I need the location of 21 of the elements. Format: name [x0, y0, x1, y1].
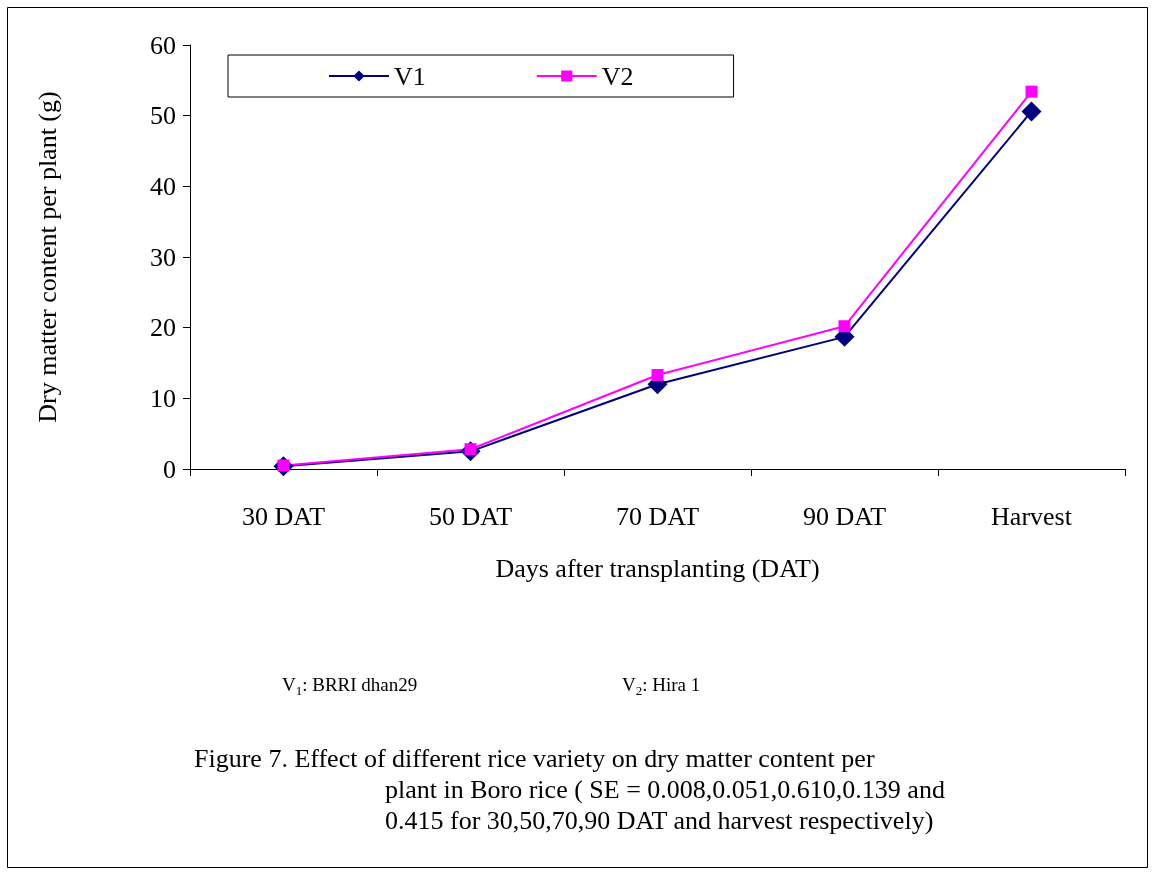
- y-tick-label: 30: [150, 242, 176, 272]
- y-tick-label: 50: [150, 101, 176, 131]
- legend-label: V1: [394, 61, 426, 91]
- y-tick-label: 20: [150, 313, 176, 343]
- legend-label: V2: [601, 61, 634, 91]
- y-tick-label: 10: [150, 383, 176, 413]
- point: [651, 369, 664, 382]
- y-tick-label: 0: [163, 454, 176, 484]
- point: [838, 320, 851, 333]
- x-tick-label: 70 DAT: [615, 501, 700, 531]
- x-tick-label: Harvest: [991, 501, 1073, 531]
- x-tick-label: 90 DAT: [802, 501, 887, 531]
- point: [1025, 85, 1038, 98]
- x-tick-label: 30 DAT: [241, 501, 326, 531]
- y-axis-title: Dry matter content per plant (g): [32, 91, 62, 423]
- point: [1021, 101, 1042, 122]
- y-tick-label: 60: [150, 30, 176, 60]
- caption: Figure 7. Effect of different rice variety on dry matter content per plant in Boro rice ( SE = 0.008,0.051,0.610,0.139 and 0.415 for 30,50,70,90 DAT and harvest respectively): [194, 743, 945, 835]
- x-axis-title: Days after transplanting (DAT): [495, 553, 820, 583]
- x-tick-label: 50 DAT: [428, 501, 513, 531]
- y-tick-label: 40: [150, 171, 176, 201]
